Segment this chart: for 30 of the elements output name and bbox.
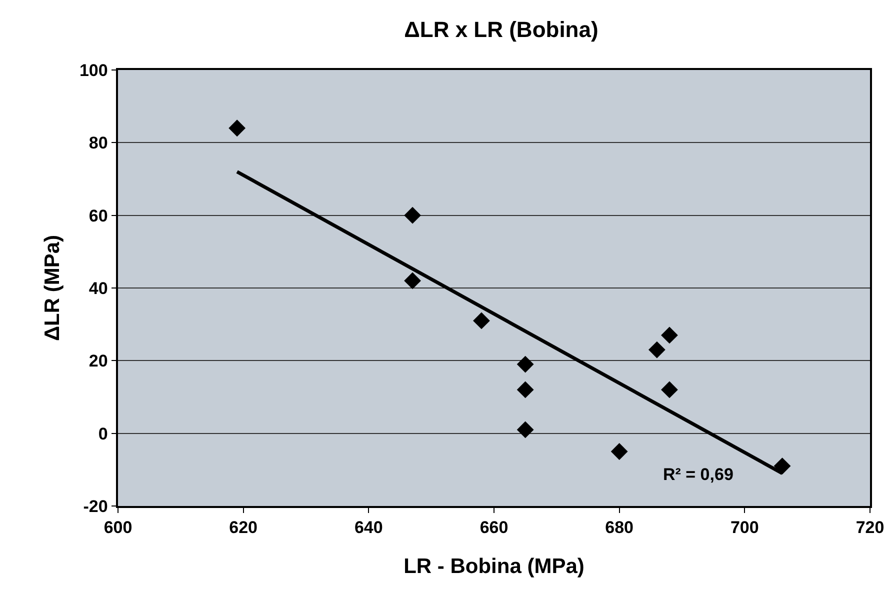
x-tick-label: 700 [730,518,759,538]
point [516,381,534,398]
point [404,272,421,290]
point [228,120,246,137]
point [774,458,791,474]
point [661,381,678,398]
chart-title: ΔLR x LR (Bobina) [404,16,598,42]
y-tick-label: 80 [88,134,108,153]
point [648,341,666,358]
x-tick-label: 660 [480,518,508,538]
x-tick-label: 720 [856,518,884,538]
x-axis-title: LR - Bobina (MPa) [404,554,584,578]
y-tick-label: 20 [88,352,108,371]
point [610,443,628,460]
y-tick-label: 100 [79,60,108,80]
y-tick-label: 60 [88,206,108,226]
y-tick-label: 40 [88,278,108,298]
x-tick-label: 640 [354,518,383,538]
annotation: R² = 0,69 [663,465,734,484]
y-axis-title: ΔLR (MPa) [41,234,64,342]
point [516,421,534,438]
x-tick-label: 620 [229,518,258,538]
point [516,356,534,373]
x-tick-label: 680 [605,518,634,538]
x-tick-label: 600 [104,518,132,538]
y-tick-label: 0 [98,424,108,444]
y-tick-label: -20 [83,496,108,516]
point [473,312,490,330]
point [661,326,678,344]
point [404,206,421,224]
